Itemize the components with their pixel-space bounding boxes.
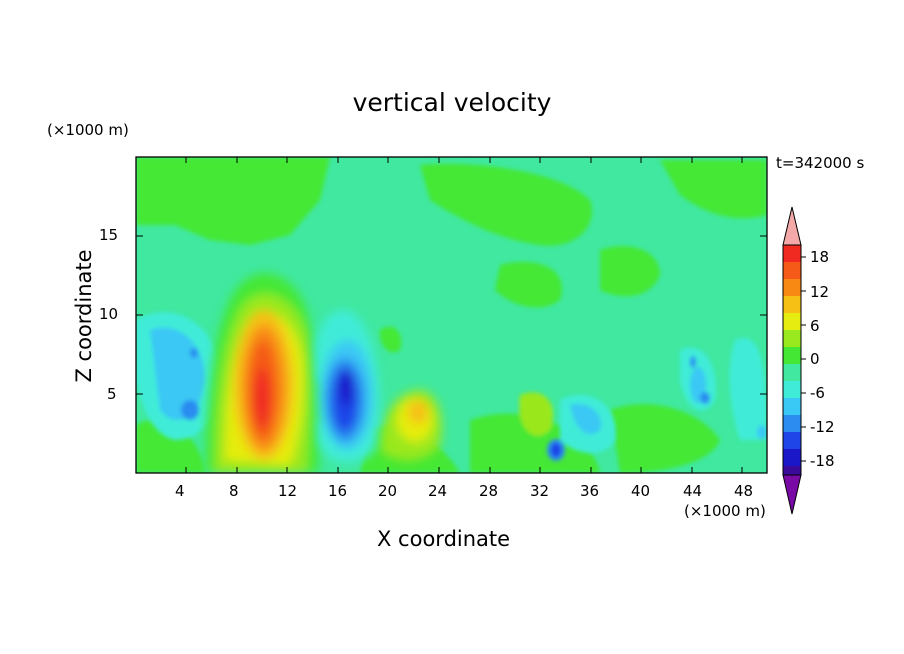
colorbar-top-triangle bbox=[782, 206, 802, 246]
y-tick-label: 15 bbox=[99, 226, 119, 244]
colorbar-tick-label: -18 bbox=[810, 452, 835, 470]
colorbar-swatch bbox=[783, 432, 801, 449]
colorbar-swatch bbox=[783, 296, 801, 313]
updraft-core bbox=[205, 273, 320, 473]
downdraft-core bbox=[315, 310, 380, 463]
colorbar-swatch bbox=[783, 330, 801, 347]
time-label: t=342000 s bbox=[776, 154, 865, 172]
x-tick-label: 28 bbox=[479, 482, 499, 500]
colorbar-tick-label: 12 bbox=[810, 283, 830, 301]
colorbar-tick-label: 18 bbox=[810, 248, 830, 266]
colorbar-bottom-triangle bbox=[782, 474, 802, 515]
x-tick-label: 12 bbox=[278, 482, 298, 500]
colorbar-tick-label: 6 bbox=[810, 317, 820, 335]
x-tick-label: 36 bbox=[580, 482, 600, 500]
colorbar-swatch bbox=[783, 398, 801, 415]
x-tick-label: 24 bbox=[428, 482, 448, 500]
x-tick-label: 4 bbox=[175, 482, 185, 500]
secondary-updraft bbox=[380, 390, 442, 461]
colorbar-swatch bbox=[783, 364, 801, 381]
colorbar bbox=[782, 206, 806, 515]
contour-field bbox=[136, 157, 767, 473]
y-tick-label: 10 bbox=[99, 305, 119, 323]
x-tick-label: 20 bbox=[378, 482, 398, 500]
colorbar-swatch bbox=[783, 466, 801, 475]
x-tick-label: 40 bbox=[631, 482, 651, 500]
x-tick-label: 8 bbox=[229, 482, 239, 500]
colorbar-swatch bbox=[783, 279, 801, 296]
x-ticks bbox=[185, 157, 743, 473]
positive-small-blobs bbox=[136, 157, 767, 473]
chart-title: vertical velocity bbox=[352, 88, 552, 117]
x-axis-label: X coordinate bbox=[377, 527, 511, 551]
x-tick-label: 16 bbox=[328, 482, 348, 500]
y-ticks bbox=[136, 235, 767, 395]
colorbar-tick-label: 0 bbox=[810, 350, 820, 368]
x-tick-label: 44 bbox=[683, 482, 703, 500]
x-tick-label: 48 bbox=[734, 482, 754, 500]
colorbar-tick-label: -6 bbox=[810, 384, 825, 402]
y-unit-label: (×1000 m) bbox=[47, 121, 129, 139]
colorbar-swatch bbox=[783, 381, 801, 398]
colorbar-swatch bbox=[783, 347, 801, 364]
colorbar-frame bbox=[782, 244, 802, 476]
colorbar-swatch bbox=[783, 262, 801, 279]
colorbar-swatch bbox=[783, 313, 801, 330]
colorbar-swatch bbox=[783, 245, 801, 262]
y-tick-label: 5 bbox=[107, 385, 117, 403]
x-tick-label: 32 bbox=[530, 482, 550, 500]
colorbar-swatch bbox=[783, 449, 801, 466]
colorbar-tick-label: -12 bbox=[810, 418, 835, 436]
negative-small-blobs bbox=[136, 312, 767, 461]
x-unit-label: (×1000 m) bbox=[684, 502, 766, 520]
colorbar-swatch bbox=[783, 415, 801, 432]
